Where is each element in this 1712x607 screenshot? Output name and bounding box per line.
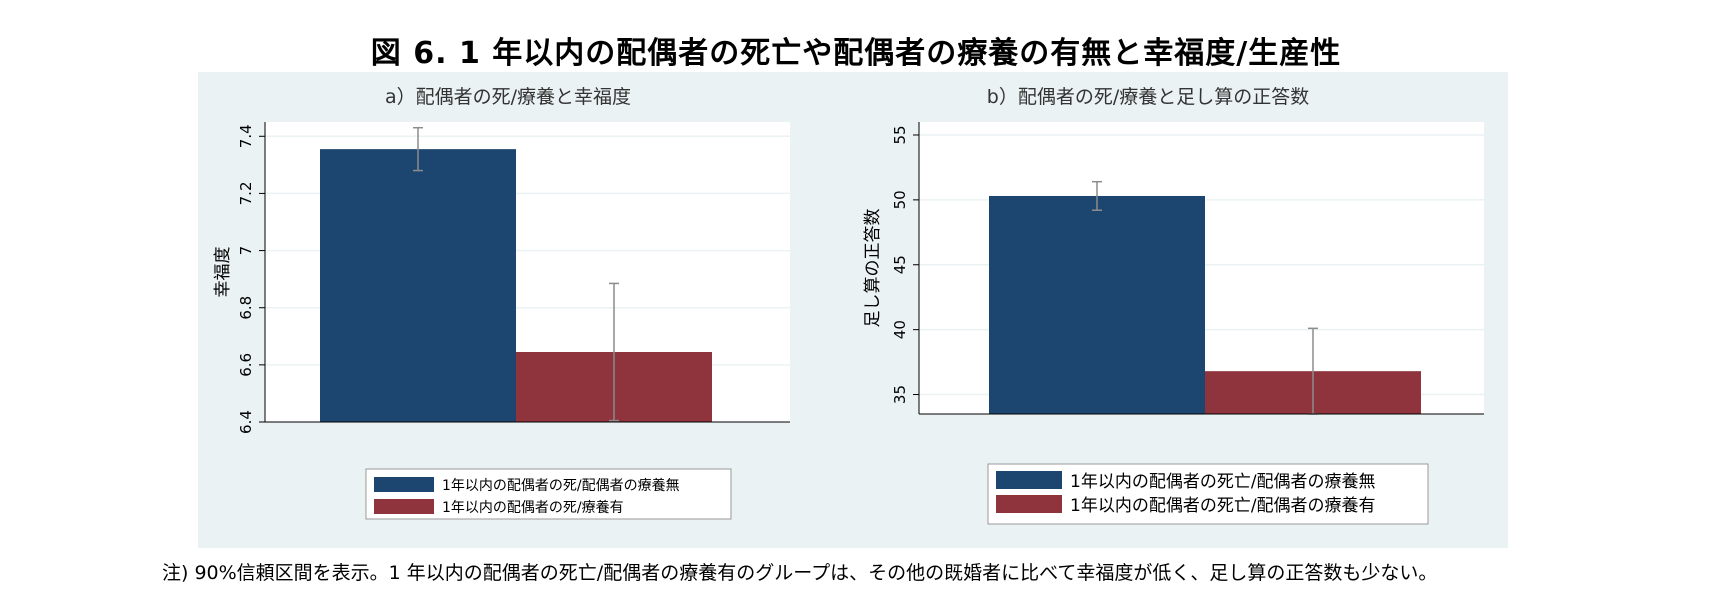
chart-a-bars [320,149,712,422]
chart-b-bar-1 [989,195,1205,414]
chart-b-y-tick-label: 50 [891,190,909,209]
chart-a: a）配偶者の死/療養と幸福度 6.4 6.6 6.8 7 7.2 7.4 幸福度 1年以内… [213,86,790,520]
chart-b: b）配偶者の死/療養と足し算の正答数 35 40 45 50 55 足し算の正答数 1年… [863,86,1484,525]
chart-a-y-tick-label: 7 [237,246,255,256]
chart-a-error-bar-2 [609,282,619,422]
chart-b-y-label: 足し算の正答数 [863,209,883,328]
chart-b-legend-label-2: 1年以内の配偶者の死亡/配偶者の療養有 [1070,496,1376,516]
figure-title: 図 6. 1 年以内の配偶者の死亡や配偶者の療養の有無と幸福度/生産性 [370,36,1342,71]
chart-a-legend-label-2: 1年以内の配偶者の死/療養有 [442,499,624,516]
chart-a-y-tick-label: 6.6 [237,353,255,377]
chart-b-y-ticks: 35 40 45 50 55 [891,125,919,404]
chart-b-y-tick-label: 35 [891,385,909,404]
chart-a-legend-swatch-1 [374,477,434,492]
chart-a-y-ticks: 6.4 6.6 6.8 7 7.2 7.4 [237,124,265,434]
charts-area: a）配偶者の死/療養と幸福度 6.4 6.6 6.8 7 7.2 7.4 幸福度 1年以内… [213,86,1484,525]
chart-a-legend-swatch-2 [374,499,434,514]
chart-a-error-bar-1 [413,126,423,172]
chart-b-bars [989,195,1421,414]
chart-b-legend-swatch-2 [996,495,1062,513]
chart-b-title: b）配偶者の死/療養と足し算の正答数 [987,86,1309,108]
chart-a-y-tick-label: 6.4 [237,410,255,434]
chart-b-y-tick-label: 40 [891,320,909,339]
chart-a-y-tick-label: 6.8 [237,296,255,320]
chart-a-bar-1 [320,149,516,422]
chart-a-y-tick-label: 7.4 [237,124,255,148]
chart-b-legend-label-1: 1年以内の配偶者の死亡/配偶者の療養無 [1070,472,1376,492]
chart-a-y-label: 幸福度 [213,247,233,298]
chart-a-legend: 1年以内の配偶者の死/配偶者の療養無 1年以内の配偶者の死/療養有 [374,477,680,516]
figure-note: 注) 90%信頼区間を表示。1 年以内の配偶者の死亡/配偶者の療養有のグループは… [162,562,1438,584]
chart-a-title: a）配偶者の死/療養と幸福度 [385,86,631,108]
chart-a-legend-label-1: 1年以内の配偶者の死/配偶者の療養無 [442,477,680,494]
chart-a-error-bars [413,126,619,422]
chart-b-y-tick-label: 45 [891,255,909,274]
chart-a-y-tick-label: 7.2 [237,181,255,205]
chart-b-y-tick-label: 55 [891,125,909,144]
chart-b-legend: 1年以内の配偶者の死亡/配偶者の療養無 1年以内の配偶者の死亡/配偶者の療養有 [996,471,1376,516]
chart-b-legend-swatch-1 [996,471,1062,489]
chart-b-error-bar-1 [1092,180,1102,211]
